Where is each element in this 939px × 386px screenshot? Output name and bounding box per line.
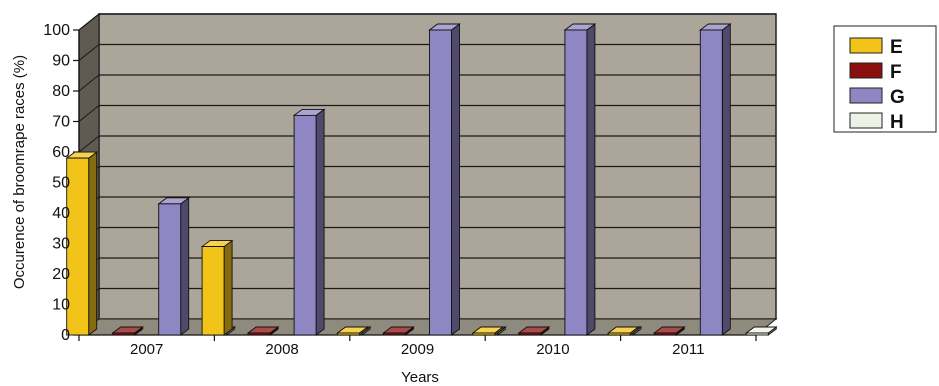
x-tick-label: 2010 <box>536 341 569 358</box>
y-axis-title: Occurence of broomrape races (%) <box>11 55 28 289</box>
bar-front <box>429 29 452 336</box>
bar-side <box>586 23 596 336</box>
legend-label: F <box>890 62 902 83</box>
y-tick-label: 50 <box>52 175 70 192</box>
bar <box>336 326 369 336</box>
bar <box>246 326 280 336</box>
bar-side <box>721 23 731 336</box>
y-tick-label: 30 <box>52 236 70 253</box>
bar-front <box>337 332 360 336</box>
x-axis-title: Years <box>401 369 439 386</box>
bar-front <box>699 29 723 336</box>
gridline-side <box>78 105 100 122</box>
bar <box>292 108 326 336</box>
bar-front <box>293 114 317 336</box>
bar-side <box>315 108 325 336</box>
legend-box <box>833 25 937 133</box>
legend-label: H <box>890 112 904 133</box>
gridline-side <box>78 44 100 61</box>
y-tick-label: 90 <box>52 53 70 70</box>
legend-swatch <box>849 62 883 79</box>
y-tick-label: 100 <box>43 22 70 39</box>
bar-front <box>745 332 769 336</box>
legend-swatch <box>849 112 883 129</box>
bar <box>471 326 505 336</box>
bar-front <box>112 332 136 336</box>
y-tick-label: 10 <box>52 297 70 314</box>
bar <box>200 239 234 336</box>
bar-side <box>223 239 233 336</box>
legend-label: G <box>890 87 905 108</box>
bar-front <box>518 332 542 336</box>
legend-label: E <box>890 37 903 58</box>
bars <box>65 23 778 336</box>
bar-front <box>472 332 496 336</box>
bar <box>652 326 686 336</box>
bar <box>698 23 732 336</box>
bar-front <box>607 332 631 336</box>
y-tick-label: 60 <box>52 144 70 161</box>
x-tick-label: 2008 <box>265 341 298 358</box>
bar-side <box>180 196 190 336</box>
bar <box>428 23 461 336</box>
bar-front <box>66 157 90 336</box>
gridline-side <box>78 13 100 31</box>
y-tick-label: 80 <box>52 83 70 100</box>
bar-front <box>653 332 677 336</box>
bar-front <box>201 246 225 336</box>
bar <box>563 23 597 336</box>
bar <box>606 326 640 336</box>
y-tick-label: 20 <box>52 266 70 283</box>
y-tick-label: 70 <box>52 114 70 131</box>
legend-swatch <box>849 37 883 54</box>
y-tick-label: 0 <box>61 327 70 344</box>
bar-front <box>247 332 271 336</box>
bar-side <box>451 23 460 336</box>
bar <box>157 196 191 336</box>
bar-front <box>383 332 406 336</box>
y-tick-label: 40 <box>52 205 70 222</box>
bar <box>111 326 145 336</box>
bar-front <box>158 203 182 336</box>
gridline-side <box>78 74 100 92</box>
bar-side <box>88 151 98 336</box>
bar <box>382 326 415 336</box>
x-tick-label: 2011 <box>672 341 704 358</box>
gridline-side <box>78 135 100 153</box>
legend-swatch <box>849 87 883 104</box>
labels: Years Occurence of broomrape races (%) 0… <box>11 22 704 386</box>
bar <box>65 151 99 336</box>
bar <box>744 326 778 336</box>
bar <box>517 326 551 336</box>
x-tick-label: 2009 <box>401 341 434 358</box>
x-tick-label: 2007 <box>130 341 163 358</box>
bar-front <box>564 29 588 336</box>
